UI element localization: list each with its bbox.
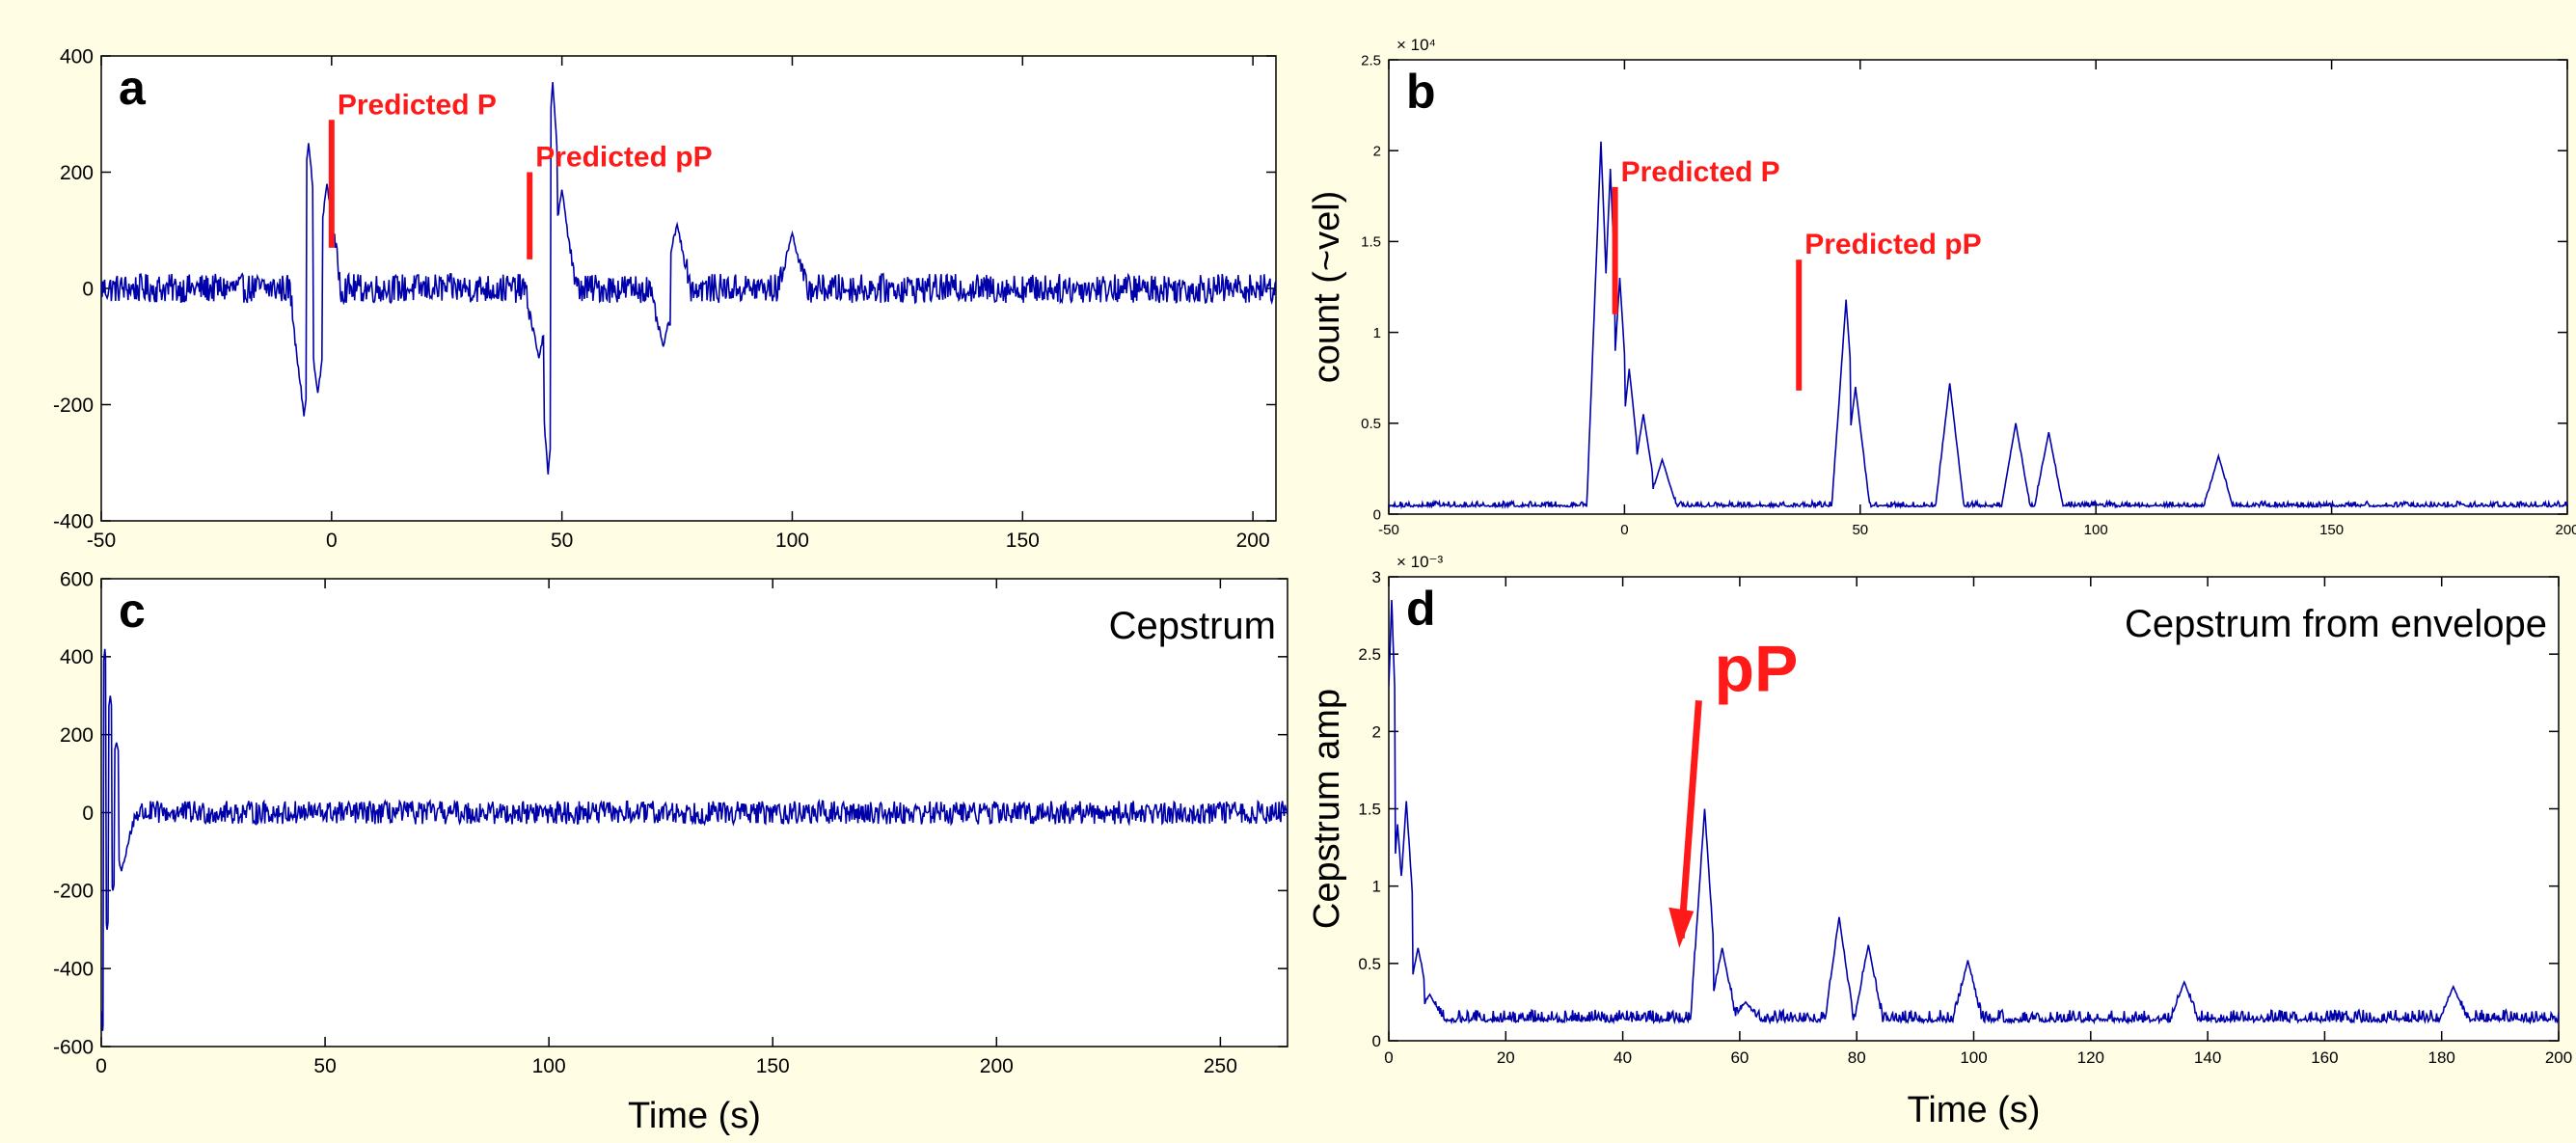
x-tick-label-d: 80 — [1848, 1048, 1866, 1067]
series-line-c — [101, 648, 1288, 1031]
y-tick-label-a: -400 — [53, 510, 94, 532]
y-tick-label-b: 0.5 — [1361, 416, 1381, 432]
y-tick-label-b: 2 — [1373, 143, 1381, 159]
x-tick-label-d: 140 — [2194, 1048, 2221, 1067]
y-tick-label-d: 0 — [1372, 1032, 1381, 1050]
y-tick-label-a: 0 — [82, 278, 94, 300]
annotation-label-d: pP — [1714, 632, 1798, 705]
chart-title-c: Cepstrum — [1109, 605, 1276, 647]
y-tick-label-d: 2.5 — [1358, 645, 1381, 664]
y-tick-label-b: 0 — [1373, 506, 1381, 523]
series-line-a — [101, 82, 1276, 475]
x-tick-label-b: 100 — [2084, 522, 2108, 538]
y-tick-label-d: 1 — [1372, 878, 1381, 896]
plot-area-b — [1388, 59, 2568, 515]
x-tick-label-d: 180 — [2428, 1048, 2455, 1067]
y-tick-label-b: 1 — [1373, 325, 1381, 341]
x-tick-label-b: 50 — [1852, 522, 1868, 538]
chart-title-d: Cepstrum from envelope — [2125, 603, 2547, 645]
annotation-arrow-shaft-d — [1677, 700, 1702, 939]
panel-d: 0 20 40 60 80 100 120 140 160 180 200 0 0.5 1 1.5 2 2.5 3… — [1307, 553, 2572, 1130]
x-axis-label-c: Time (s) — [628, 1096, 761, 1136]
y-tick-label-b: 2.5 — [1361, 52, 1381, 68]
y-tick-label-d: 3 — [1372, 568, 1381, 586]
panel-a: -50 0 50 100 150 200 -400 -200 0 200 400 Predicted … — [53, 45, 1277, 552]
y-tick-label-a: -200 — [53, 395, 94, 417]
y-tick-label-c: -200 — [53, 881, 94, 903]
annotation-label-b: Predicted P — [1621, 156, 1780, 188]
x-tick-label-b: 200 — [2555, 522, 2576, 538]
y-tick-label-c: -600 — [53, 1036, 94, 1058]
y-axis-label-b: count (~vel) — [1307, 191, 1347, 384]
x-tick-label-b: 150 — [2319, 522, 2344, 538]
x-tick-label-d: 120 — [2077, 1048, 2104, 1067]
y-tick-label-c: 600 — [60, 568, 94, 590]
series-line-d — [1389, 599, 2559, 1025]
annotation-label-a: Predicted P — [338, 89, 497, 121]
y-tick-label-d: 1.5 — [1358, 800, 1381, 818]
annotation-label-a: Predicted pP — [535, 142, 712, 174]
x-tick-label-d: 40 — [1613, 1048, 1632, 1067]
panels: -50 0 50 100 150 200-400-2000200400Predicted … — [53, 36, 2576, 1136]
x-tick-label-c: 100 — [532, 1055, 566, 1077]
x-tick-label-a: 50 — [551, 530, 573, 552]
x-tick-label-d: 60 — [1730, 1048, 1749, 1067]
annotation-arrowhead-d — [1668, 907, 1695, 948]
x-tick-label-a: 200 — [1236, 530, 1270, 552]
panel-label-a: a — [119, 61, 147, 115]
x-tick-label-b: 0 — [1620, 522, 1628, 538]
x-tick-label-d: 160 — [2311, 1048, 2338, 1067]
x-tick-label-d: 200 — [2545, 1048, 2572, 1067]
panel-c: 0 50 100 150 200 250 -600 -400 -200 0 200 400 600 c Ce… — [53, 568, 1288, 1136]
y-tick-label-b: 1.5 — [1361, 234, 1381, 251]
x-tick-label-c: 0 — [95, 1055, 107, 1077]
annotation-label-b: Predicted pP — [1804, 229, 1981, 260]
x-tick-label-b: -50 — [1378, 522, 1399, 538]
x-tick-label-c: 250 — [1204, 1055, 1237, 1077]
y-multiplier-b: × 10⁴ — [1396, 36, 1436, 54]
x-tick-label-a: -50 — [87, 530, 116, 552]
x-tick-label-d: 20 — [1497, 1048, 1515, 1067]
y-tick-label-d: 2 — [1372, 722, 1381, 741]
x-tick-label-d: 100 — [1960, 1048, 1987, 1067]
y-tick-label-a: 400 — [60, 45, 94, 68]
y-tick-label-d: 0.5 — [1358, 955, 1381, 973]
plot-area-d — [1388, 576, 2560, 1042]
panel-label-b: b — [1406, 65, 1436, 119]
x-tick-label-a: 0 — [326, 530, 338, 552]
panel-label-c: c — [119, 584, 146, 638]
x-tick-label-c: 150 — [756, 1055, 790, 1077]
x-tick-label-a: 150 — [1006, 530, 1040, 552]
x-tick-label-c: 50 — [313, 1055, 336, 1077]
x-tick-label-c: 200 — [980, 1055, 1014, 1077]
x-axis-label-d: Time (s) — [1908, 1090, 2041, 1130]
x-tick-label-a: 100 — [775, 530, 809, 552]
panel-label-d: d — [1406, 582, 1436, 636]
y-tick-label-a: 200 — [60, 162, 94, 184]
y-tick-label-c: 200 — [60, 724, 94, 747]
y-axis-label-d: Cepstrum amp — [1307, 689, 1347, 929]
y-tick-label-c: -400 — [53, 959, 94, 981]
series-line-b — [1389, 141, 2567, 510]
y-tick-label-c: 0 — [82, 803, 94, 825]
y-multiplier-d: × 10⁻³ — [1396, 553, 1444, 571]
y-tick-label-c: 400 — [60, 646, 94, 668]
x-tick-label-d: 0 — [1384, 1048, 1393, 1067]
